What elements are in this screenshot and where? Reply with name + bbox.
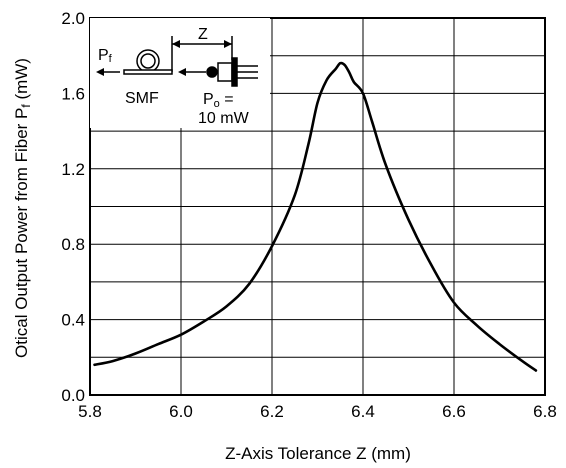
inset-schematic: Z Pf SMF Po = 10 mW (90, 18, 270, 128)
y-tick-label: 1.2 (61, 160, 85, 179)
x-tick-label: 6.6 (442, 402, 466, 421)
inset-power-label: 10 mW (198, 110, 250, 127)
z-arrow-right (224, 40, 232, 48)
x-tick-label: 6.8 (533, 402, 557, 421)
x-tick-label: 6.0 (169, 402, 193, 421)
fiber-coil-icon (123, 49, 173, 75)
y-tick-label: 0.4 (61, 311, 85, 330)
y-tick-label: 2.0 (61, 9, 85, 28)
pf-arrow-icon (96, 68, 104, 76)
x-axis-title: Z-Axis Tolerance Z (mm) (225, 444, 411, 463)
x-tick-label: 6.4 (351, 402, 375, 421)
tick-labels: 5.8 6.0 6.2 6.4 6.6 6.8 0.0 0.4 0.8 1.2 1.6 2.0 (61, 9, 556, 421)
laser-diode-icon (206, 57, 258, 87)
light-arrow-icon (178, 68, 186, 76)
y-tick-label: 0.0 (61, 386, 85, 405)
y-tick-label: 0.8 (61, 235, 85, 254)
y-tick-label: 1.6 (61, 84, 85, 103)
x-tick-label: 6.2 (260, 402, 284, 421)
plot-frame (89, 17, 546, 396)
inset-smf-label: SMF (125, 90, 159, 107)
inset-z-label: Z (198, 26, 208, 43)
y-axis-title: Otical Output Power from Fiber Pf (mW) (12, 58, 33, 358)
series-line (93, 61, 538, 372)
z-arrow-left (172, 40, 180, 48)
inset-po-label: Po = (203, 91, 234, 110)
x-tick-label: 5.8 (78, 402, 102, 421)
inset-pf-label: Pf (98, 47, 113, 65)
